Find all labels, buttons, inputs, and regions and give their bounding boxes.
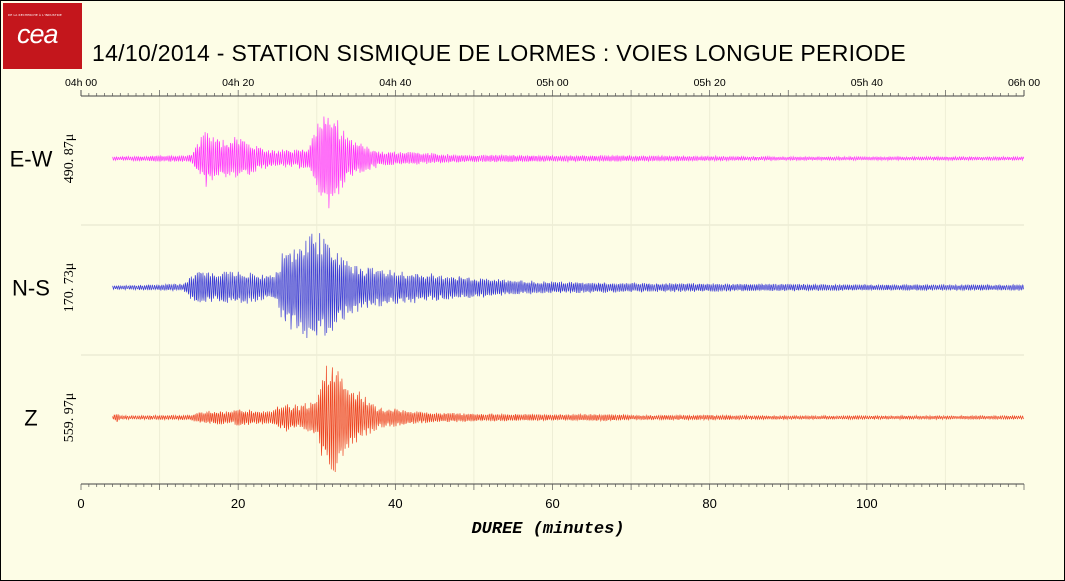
amplitude-scale-label: 490. 87μ [62, 134, 77, 184]
x-axis-label: DUREE (minutes) [471, 520, 624, 539]
series-name-label: E-W [10, 147, 53, 172]
time-tick-label: 04h 40 [379, 77, 411, 89]
time-tick-label: 04h 20 [222, 77, 254, 89]
amplitude-scale-label: 170. 73μ [62, 263, 77, 313]
x-tick-label: 80 [702, 496, 716, 511]
time-tick-label: 05h 00 [536, 77, 568, 89]
series-name-label: N-S [12, 276, 50, 301]
axes [80, 90, 1025, 490]
time-tick-label: 05h 40 [851, 77, 883, 89]
traces [112, 116, 1025, 473]
amplitude-scale-label: 559. 97μ [62, 393, 77, 443]
time-tick-label: 05h 20 [694, 77, 726, 89]
trace-e-w [112, 116, 1025, 209]
x-tick-label: 100 [856, 496, 878, 511]
x-tick-label: 0 [77, 496, 84, 511]
x-tick-label: 20 [231, 496, 245, 511]
chart-title: 14/10/2014 - STATION SISMIQUE DE LORMES … [92, 40, 907, 66]
series-name-label: Z [24, 406, 37, 431]
logo-wordmark: cea [17, 19, 59, 49]
time-tick-label: 06h 00 [1008, 77, 1040, 89]
cea-logo: DE LA RECHERCHE À L'INDUSTRIE cea [3, 3, 82, 69]
x-tick-label: 60 [545, 496, 559, 511]
x-tick-label: 40 [388, 496, 402, 511]
trace-z [112, 365, 1024, 473]
labels: 04h 00 04h 20 04h 40 05h 00 05h 20 05h 40 06h … [10, 77, 1041, 539]
time-tick-label: 04h 00 [65, 77, 97, 89]
trace-n-s [112, 233, 1025, 339]
grid-lines [81, 96, 1024, 484]
logo-tagline: DE LA RECHERCHE À L'INDUSTRIE [8, 13, 62, 17]
